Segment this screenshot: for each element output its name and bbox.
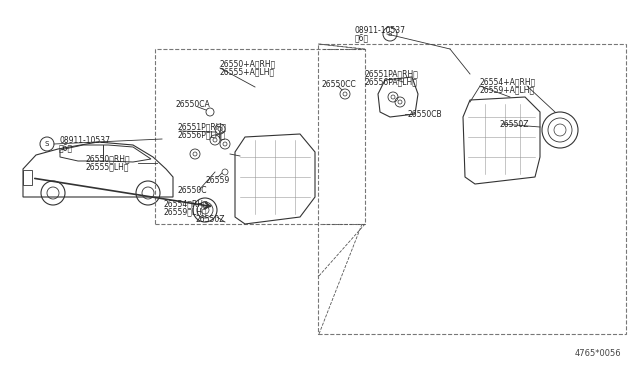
Text: S: S	[45, 141, 49, 147]
Text: 26550+A（RH）: 26550+A（RH）	[220, 60, 276, 68]
Text: （6）: （6）	[355, 33, 369, 42]
Text: 26550Z: 26550Z	[500, 119, 529, 128]
Text: 26559: 26559	[205, 176, 229, 185]
Text: 4765*0056: 4765*0056	[575, 350, 621, 359]
Text: 26554+A（RH）: 26554+A（RH）	[480, 77, 536, 87]
Text: 08911-10537: 08911-10537	[59, 135, 110, 144]
Text: （6）: （6）	[59, 144, 73, 153]
Text: S: S	[388, 31, 392, 37]
Text: 26555+A（LH）: 26555+A（LH）	[220, 67, 275, 77]
Text: 26550CB: 26550CB	[408, 109, 443, 119]
Text: 26551P（RH）: 26551P（RH）	[177, 122, 226, 131]
Text: 26550CC: 26550CC	[322, 80, 356, 89]
Text: 26550C: 26550C	[178, 186, 207, 195]
Text: 26556P（LH）: 26556P（LH）	[177, 131, 225, 140]
Text: 26555（LH）: 26555（LH）	[85, 163, 129, 171]
Text: 26550CA: 26550CA	[175, 99, 210, 109]
Text: 26554（RH）: 26554（RH）	[163, 199, 207, 208]
Text: 26559+A（LH）: 26559+A（LH）	[480, 86, 535, 94]
Text: 26556PA（LH）: 26556PA（LH）	[365, 77, 418, 87]
Text: 26551PA（RH）: 26551PA（RH）	[365, 70, 419, 78]
Text: 08911-10537: 08911-10537	[355, 26, 406, 35]
Text: 26550（RH）: 26550（RH）	[85, 154, 130, 164]
Text: 26559（LH）: 26559（LH）	[163, 208, 207, 217]
Text: 26550Z: 26550Z	[195, 215, 225, 224]
